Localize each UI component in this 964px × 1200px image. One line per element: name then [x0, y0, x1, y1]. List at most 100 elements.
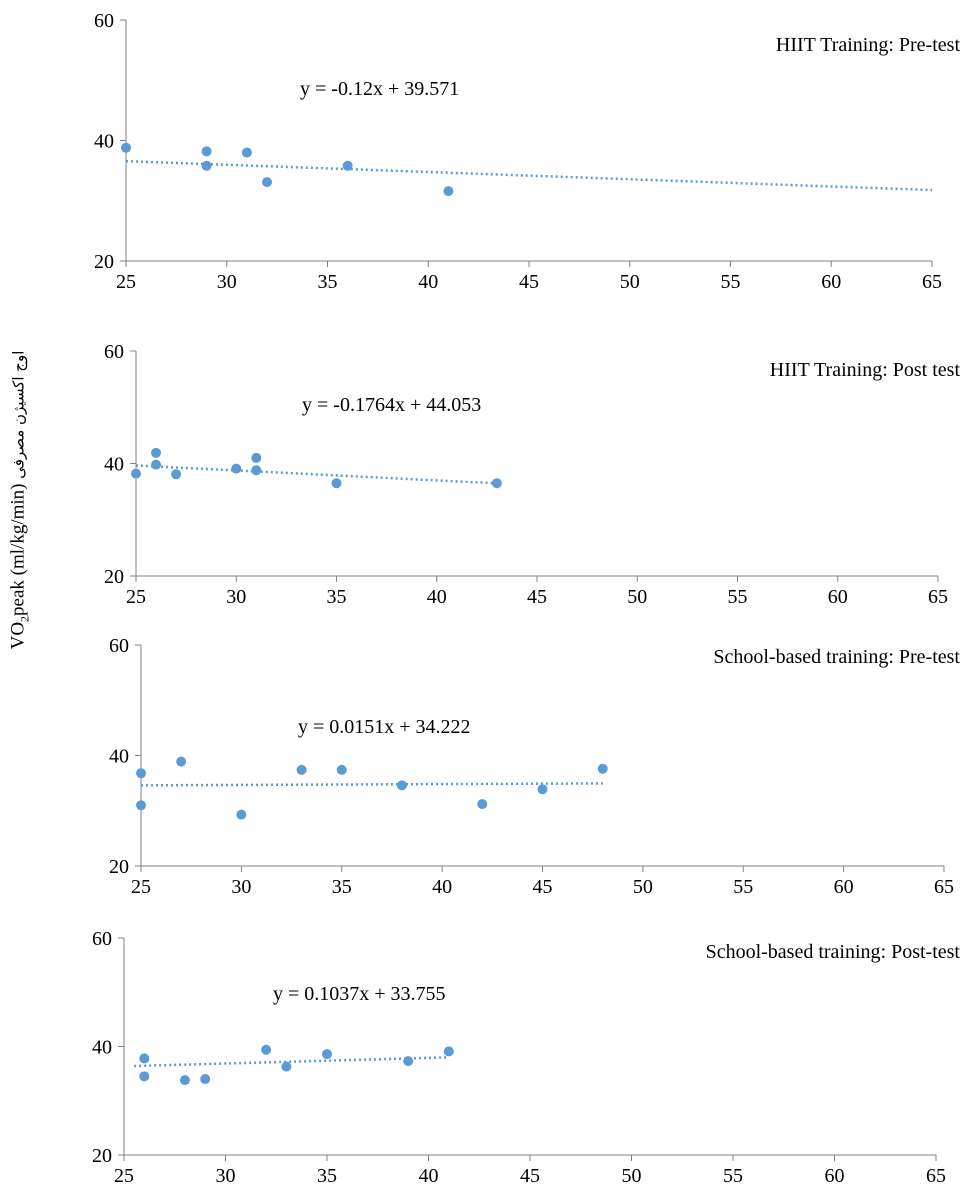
chart-title: School-based training: Pre-test: [713, 646, 960, 668]
x-tick-label: 35: [318, 271, 338, 293]
x-tick-label: 45: [520, 1165, 540, 1187]
trendline-equation: y = -0.12x + 39.571: [300, 78, 459, 100]
data-point: [597, 763, 608, 774]
data-point: [201, 160, 212, 171]
y-tick-label: 40: [109, 746, 129, 768]
x-tick-label: 65: [926, 1165, 946, 1187]
data-point: [251, 452, 262, 463]
x-tick-label: 25: [114, 1165, 134, 1187]
data-point: [131, 468, 141, 479]
x-tick-label: 40: [418, 271, 438, 293]
data-point: [251, 465, 262, 476]
data-point: [443, 1046, 454, 1057]
x-tick-label: 45: [533, 876, 553, 898]
data-point: [231, 463, 242, 474]
x-tick-label: 40: [432, 876, 452, 898]
chart-title: HIIT Training: Pre-test: [776, 34, 961, 56]
x-tick-label: 35: [327, 586, 347, 608]
x-tick-label: 45: [519, 271, 539, 293]
data-point: [200, 1074, 211, 1085]
chart-title: School-based training: Post-test: [706, 941, 961, 963]
x-tick-label: 35: [332, 876, 352, 898]
y-axis-title-area: VO2peak (ml/kg/min) اوج اکسیژن مصرفی: [0, 0, 40, 1195]
data-point: [136, 800, 146, 811]
x-tick-label: 65: [928, 586, 948, 608]
data-point: [443, 186, 454, 197]
y-tick-label: 60: [109, 635, 129, 657]
y-tick-label: 40: [92, 1037, 112, 1059]
data-point: [139, 1071, 150, 1082]
x-tick-label: 65: [934, 876, 954, 898]
chart-title: HIIT Training: Post test: [770, 359, 961, 381]
data-point: [537, 784, 548, 795]
data-point: [151, 447, 162, 458]
data-point: [281, 1061, 292, 1072]
trendline: [134, 1056, 449, 1068]
x-tick-label: 30: [216, 1165, 236, 1187]
y-tick-label: 40: [104, 454, 124, 476]
data-point: [176, 756, 187, 767]
y-tick-label: 20: [109, 856, 129, 878]
chart-panel-4: 25 30 35 40 45 50 55 60 65 20 40 60 School-based tra…: [92, 928, 960, 1187]
data-point: [241, 147, 252, 158]
data-point: [236, 809, 247, 820]
trendline: [140, 782, 603, 787]
data-point: [139, 1053, 150, 1064]
y-tick-label: 20: [104, 566, 124, 588]
x-tick-label: 40: [419, 1165, 439, 1187]
y-tick-label: 20: [94, 251, 114, 273]
x-tick-label: 50: [620, 271, 640, 293]
x-tick-label: 60: [825, 1165, 845, 1187]
data-point: [331, 478, 342, 489]
chart-panel-3: 25 30 35 40 45 50 55 60 65 20 40 60 School-based tra…: [109, 635, 960, 898]
x-tick-label: 50: [627, 586, 647, 608]
x-tick-label: 55: [733, 876, 753, 898]
x-tick-label: 60: [828, 586, 848, 608]
trendline-equation: y = 0.1037x + 33.755: [273, 983, 446, 1005]
data-point: [262, 177, 273, 188]
x-tick-label: 55: [723, 1165, 743, 1187]
data-point: [336, 764, 347, 775]
y-tick-label: 20: [92, 1145, 112, 1167]
y-tick-label: 60: [94, 10, 114, 32]
x-tick-label: 50: [622, 1165, 642, 1187]
x-tick-label: 30: [231, 876, 251, 898]
data-point: [201, 146, 212, 157]
data-point: [151, 459, 162, 470]
y-axis-title: VO2peak (ml/kg/min) اوج اکسیژن مصرفی: [8, 351, 33, 650]
data-point: [179, 1075, 190, 1086]
x-tick-label: 30: [217, 271, 237, 293]
data-point: [403, 1056, 414, 1067]
y-tick-label: 40: [94, 131, 114, 153]
x-tick-label: 40: [427, 586, 447, 608]
data-point: [477, 799, 488, 810]
trendline: [125, 159, 933, 192]
y-axis-title-english: VO2peak (ml/kg/min): [7, 483, 32, 650]
trendline-equation: y = 0.0151x + 34.222: [298, 716, 471, 738]
x-tick-label: 60: [821, 271, 841, 293]
data-point: [296, 764, 307, 775]
data-point: [491, 478, 502, 489]
x-tick-label: 35: [317, 1165, 337, 1187]
x-tick-label: 25: [131, 876, 151, 898]
trendline: [135, 464, 497, 485]
x-tick-label: 45: [527, 586, 547, 608]
data-point: [261, 1044, 272, 1055]
data-point: [121, 142, 131, 153]
chart-panel-2: 25 30 35 40 45 50 55 60 65 20 40 60 HIIT Training: P…: [104, 341, 960, 608]
data-point: [322, 1049, 332, 1060]
data-point: [342, 160, 353, 171]
x-tick-label: 55: [728, 586, 748, 608]
trendline-equation: y = -0.1764x + 44.053: [302, 394, 481, 416]
y-axis-title-persian: اوج اکسیژن مصرفی: [9, 350, 28, 479]
y-tick-label: 60: [92, 928, 112, 950]
x-tick-label: 30: [226, 586, 246, 608]
chart-panel-1: 25 30 35 40 45 50 55 60 65 20 40 60 HIIT Training: P…: [94, 10, 960, 293]
x-tick-label: 25: [116, 271, 136, 293]
x-tick-label: 60: [834, 876, 854, 898]
data-point: [396, 780, 407, 791]
data-point: [171, 469, 182, 480]
x-tick-label: 25: [126, 586, 146, 608]
